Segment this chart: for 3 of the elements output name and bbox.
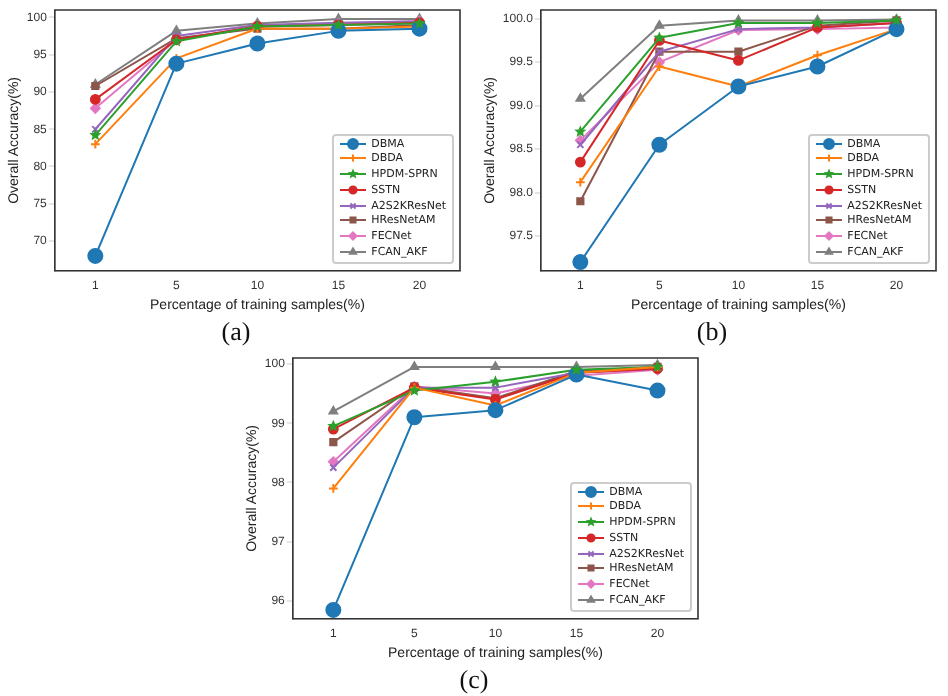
text: (c) [457, 664, 491, 696]
text: (b) [694, 316, 730, 348]
text: (a) [219, 316, 253, 348]
